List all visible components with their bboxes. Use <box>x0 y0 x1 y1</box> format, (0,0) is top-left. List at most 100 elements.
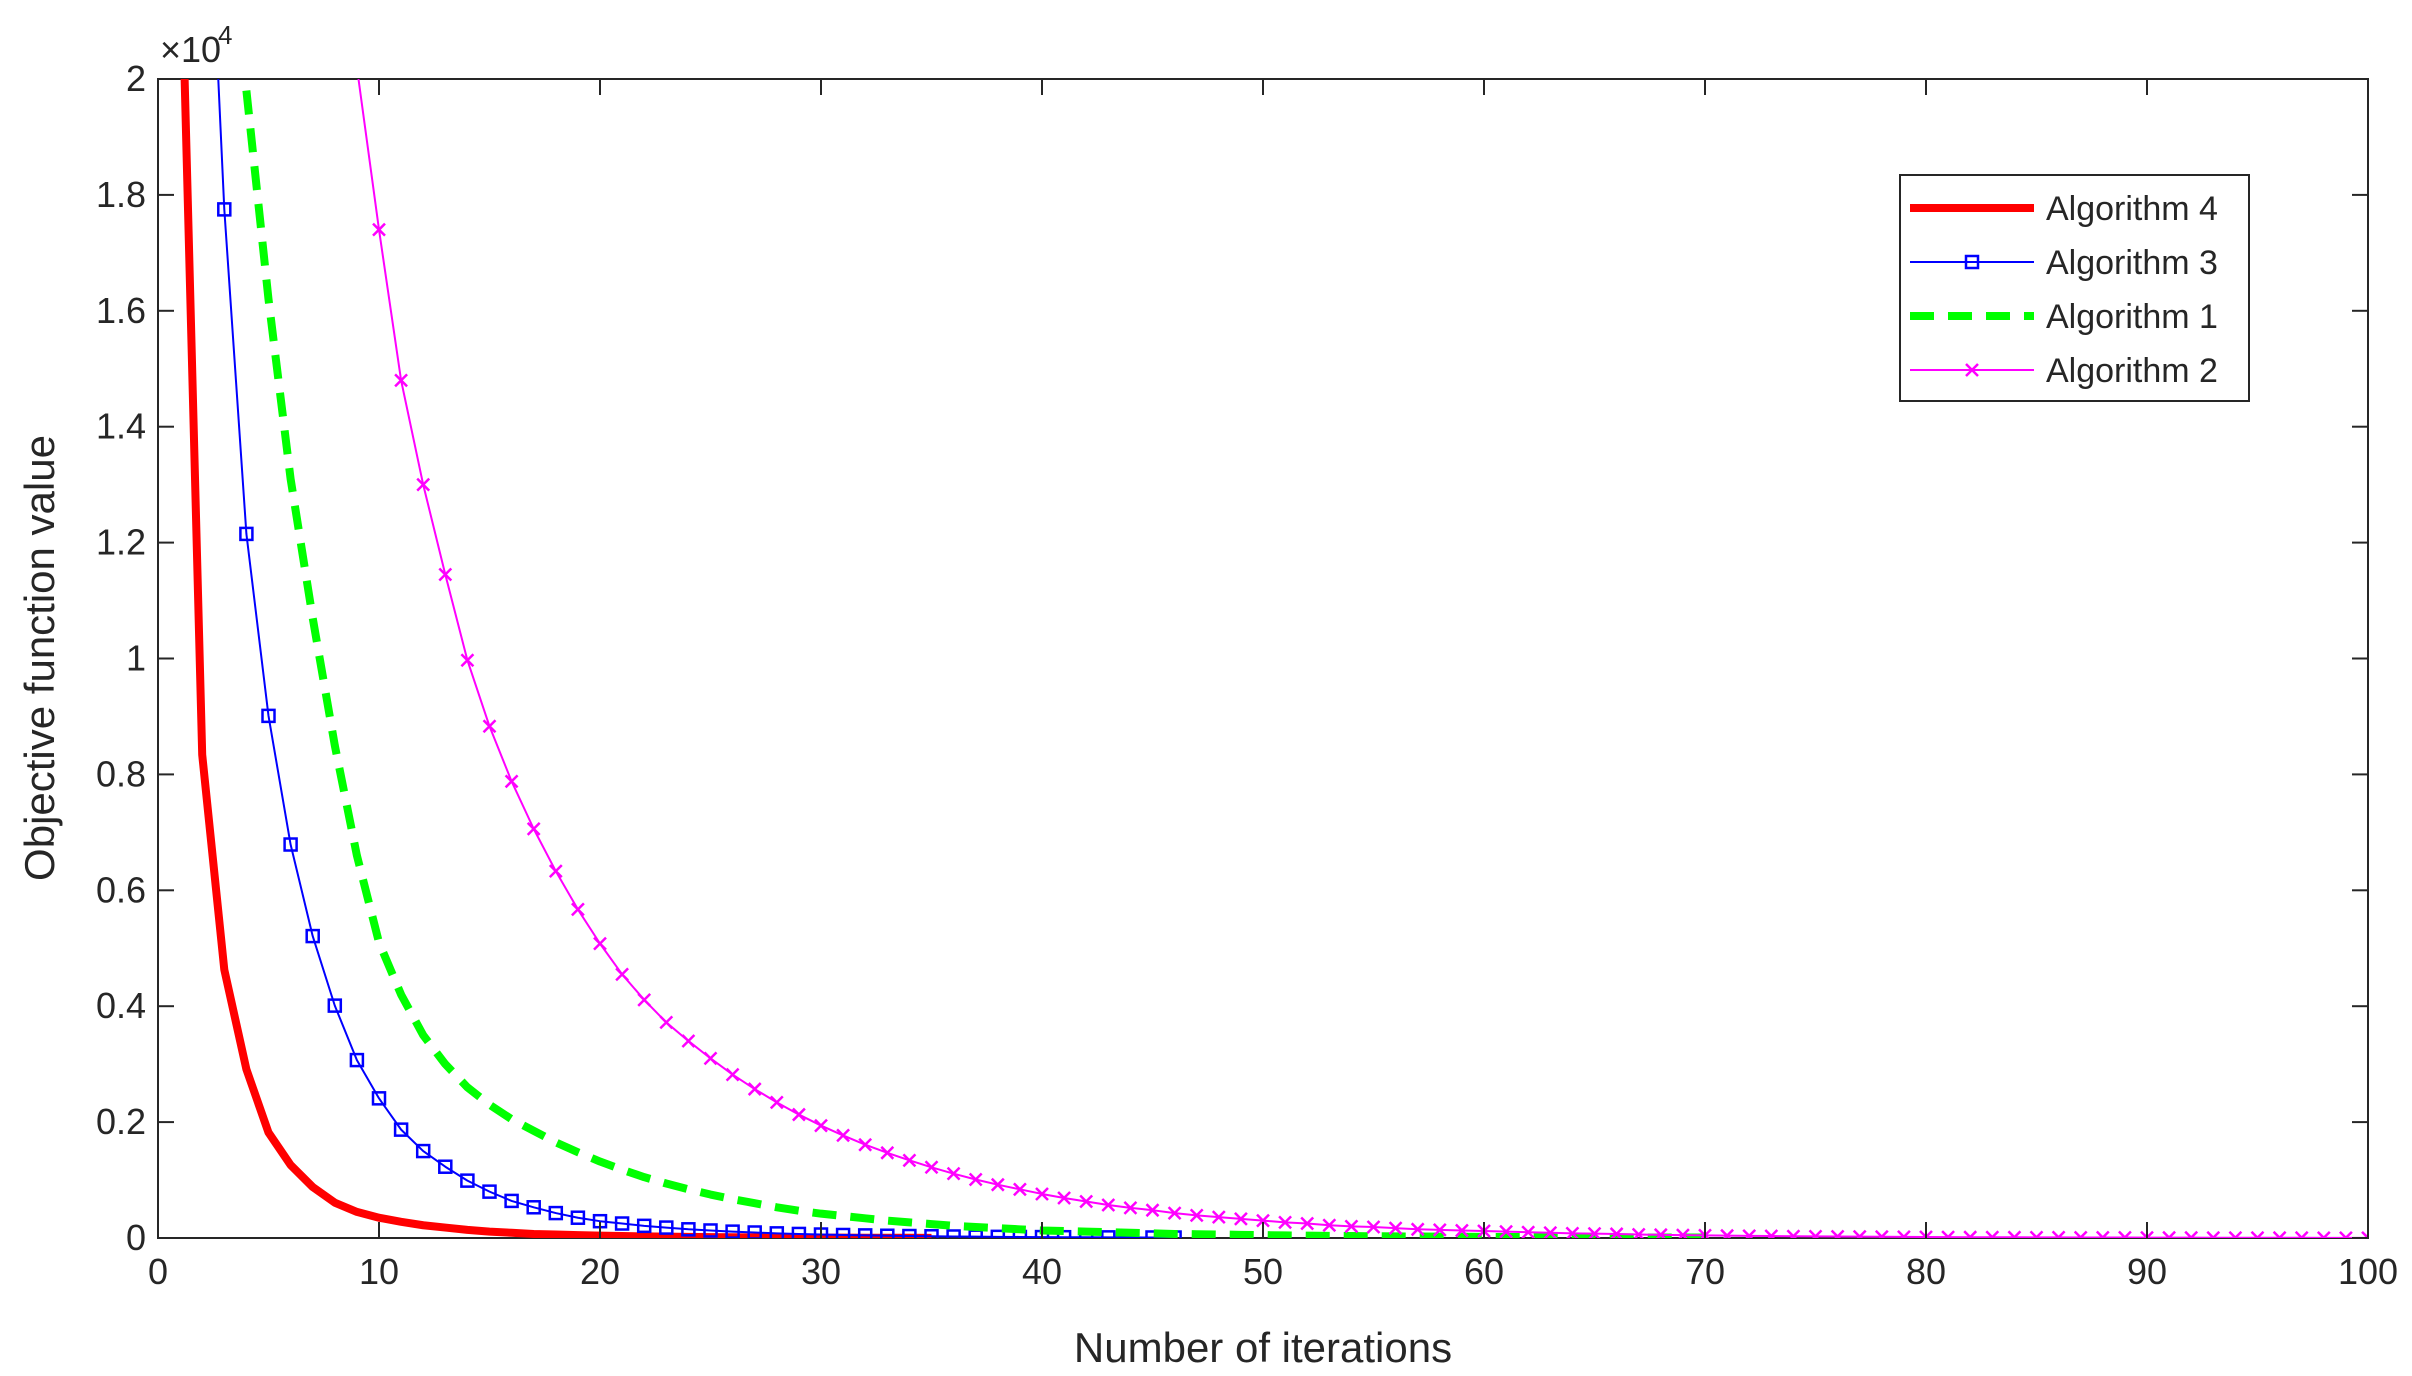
marker <box>2029 1230 2044 1238</box>
marker <box>571 902 585 917</box>
marker <box>1786 1229 1801 1238</box>
marker <box>460 653 475 668</box>
marker <box>460 1173 475 1188</box>
marker <box>1631 1227 1646 1238</box>
marker <box>836 1128 850 1143</box>
marker <box>482 1184 497 1199</box>
marker <box>880 1145 895 1160</box>
marker <box>1830 1229 1845 1238</box>
marker <box>747 1082 762 1096</box>
series-line <box>242 90 1705 1238</box>
marker <box>217 202 232 217</box>
marker <box>924 1160 939 1175</box>
marker <box>1234 1211 1248 1226</box>
marker <box>659 1220 674 1235</box>
x-axis-label: Number of iterations <box>1074 1324 1452 1371</box>
legend-label: Algorithm 2 <box>2046 352 2218 390</box>
marker <box>548 1205 564 1221</box>
marker <box>2206 1230 2221 1238</box>
y-multiplier-exponent: 4 <box>218 20 232 50</box>
marker <box>614 1216 630 1231</box>
series-layer <box>180 61 2368 1238</box>
marker <box>1344 1219 1359 1234</box>
x-tick-label: 50 <box>1243 1251 1283 1292</box>
marker <box>792 1107 806 1122</box>
marker <box>1609 1227 1624 1238</box>
marker <box>2162 1230 2176 1238</box>
legend-label: Algorithm 4 <box>2046 190 2218 228</box>
marker <box>1565 1226 1580 1238</box>
marker <box>371 1091 387 1106</box>
y-tick-label: 1 <box>126 638 146 679</box>
marker <box>814 1118 828 1133</box>
marker <box>305 928 320 944</box>
marker <box>1455 1223 1469 1238</box>
marker <box>659 1015 674 1030</box>
marker <box>1874 1229 1889 1238</box>
marker <box>1965 363 1979 377</box>
marker <box>239 526 254 542</box>
marker <box>593 936 607 951</box>
legend-box <box>1899 174 2250 402</box>
marker <box>1167 1206 1182 1220</box>
x-tick-label: 60 <box>1464 1251 1504 1292</box>
marker <box>283 837 298 852</box>
marker <box>1764 1229 1779 1238</box>
marker <box>2339 1230 2353 1238</box>
marker <box>1432 1223 1447 1237</box>
y-tick-label: 1.8 <box>96 174 146 215</box>
marker <box>1897 1230 1911 1238</box>
marker <box>1101 1198 1116 1212</box>
legend-label: Algorithm 1 <box>2046 298 2218 336</box>
marker <box>2095 1230 2110 1238</box>
marker <box>351 61 363 73</box>
marker <box>438 567 453 582</box>
marker <box>1941 1230 1955 1238</box>
marker <box>327 998 343 1013</box>
marker <box>416 477 431 492</box>
marker <box>857 1228 873 1238</box>
marker <box>791 1226 807 1238</box>
marker <box>747 1225 762 1238</box>
marker <box>1057 1191 1071 1205</box>
marker <box>615 967 629 982</box>
y-tick-label: 1.2 <box>96 522 146 563</box>
marker <box>1278 1215 1292 1230</box>
marker <box>769 1226 785 1238</box>
series-line <box>217 79 1175 1238</box>
marker <box>1676 1228 1690 1238</box>
marker <box>2294 1230 2309 1238</box>
marker <box>2184 1230 2199 1238</box>
y-tick-label: 0.8 <box>96 753 146 794</box>
marker <box>725 1224 740 1238</box>
marker <box>2073 1230 2088 1238</box>
marker <box>1189 1208 1204 1223</box>
y-tick-label: 0.2 <box>96 1101 146 1142</box>
x-tick-label: 10 <box>359 1251 399 1292</box>
marker <box>1366 1220 1381 1234</box>
y-tick-label: 0.4 <box>96 985 146 1026</box>
x-tick-label: 70 <box>1685 1251 1725 1292</box>
marker <box>703 1223 718 1238</box>
marker <box>1410 1222 1425 1237</box>
marker <box>548 864 563 879</box>
marker <box>1720 1228 1734 1238</box>
y-tick-label: 1.6 <box>96 290 146 331</box>
marker <box>1852 1229 1867 1238</box>
y-axis-label: Objective function value <box>16 435 63 881</box>
marker <box>504 1193 519 1209</box>
marker <box>1013 1182 1027 1197</box>
marker <box>1587 1226 1602 1238</box>
y-multiplier-base: ×10 <box>160 29 221 70</box>
marker <box>394 373 408 388</box>
marker <box>1742 1228 1757 1238</box>
marker <box>372 222 386 237</box>
marker <box>1388 1221 1403 1236</box>
marker <box>880 1228 895 1238</box>
marker <box>2316 1230 2331 1238</box>
marker <box>990 1229 1006 1238</box>
marker <box>1079 1194 1094 1209</box>
marker <box>349 1052 365 1068</box>
marker <box>438 1159 453 1174</box>
marker <box>703 1051 718 1066</box>
